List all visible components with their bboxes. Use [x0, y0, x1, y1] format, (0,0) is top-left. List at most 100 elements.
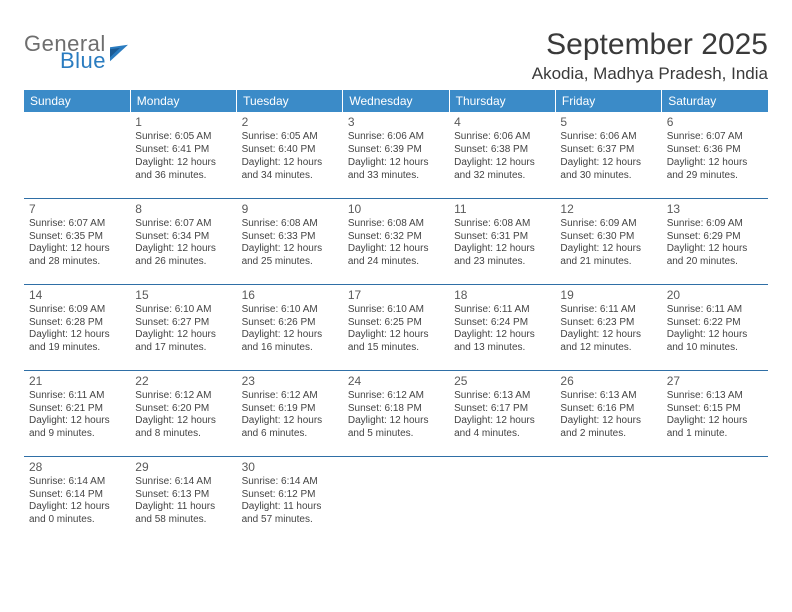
calendar-week-row: 7Sunrise: 6:07 AMSunset: 6:35 PMDaylight…	[24, 198, 768, 284]
day-number: 29	[135, 460, 231, 475]
sunrise-line: Sunrise: 6:13 AM	[560, 390, 656, 403]
day-number: 1	[135, 115, 231, 130]
daylight-line: and 26 minutes.	[135, 256, 231, 269]
sunset-line: Sunset: 6:14 PM	[29, 489, 125, 502]
weekday-header: Tuesday	[237, 90, 343, 112]
sunset-line: Sunset: 6:29 PM	[667, 231, 763, 244]
calendar-day-cell: 18Sunrise: 6:11 AMSunset: 6:24 PMDayligh…	[449, 284, 555, 370]
daylight-line: Daylight: 12 hours	[348, 329, 444, 342]
daylight-line: Daylight: 12 hours	[135, 415, 231, 428]
sunrise-line: Sunrise: 6:08 AM	[454, 218, 550, 231]
sunrise-line: Sunrise: 6:09 AM	[560, 218, 656, 231]
calendar-day-cell: 26Sunrise: 6:13 AMSunset: 6:16 PMDayligh…	[555, 370, 661, 456]
day-number: 24	[348, 374, 444, 389]
sunrise-line: Sunrise: 6:14 AM	[242, 476, 338, 489]
calendar-day-cell: 28Sunrise: 6:14 AMSunset: 6:14 PMDayligh…	[24, 456, 130, 542]
daylight-line: and 57 minutes.	[242, 514, 338, 527]
daylight-line: and 2 minutes.	[560, 428, 656, 441]
daylight-line: Daylight: 12 hours	[454, 329, 550, 342]
sunrise-line: Sunrise: 6:13 AM	[667, 390, 763, 403]
sunset-line: Sunset: 6:20 PM	[135, 403, 231, 416]
daylight-line: Daylight: 12 hours	[29, 415, 125, 428]
sunset-line: Sunset: 6:22 PM	[667, 317, 763, 330]
daylight-line: and 5 minutes.	[348, 428, 444, 441]
daylight-line: Daylight: 12 hours	[135, 243, 231, 256]
sunrise-line: Sunrise: 6:14 AM	[135, 476, 231, 489]
day-number: 16	[242, 288, 338, 303]
sunset-line: Sunset: 6:19 PM	[242, 403, 338, 416]
calendar-day-cell: 15Sunrise: 6:10 AMSunset: 6:27 PMDayligh…	[130, 284, 236, 370]
daylight-line: Daylight: 12 hours	[667, 415, 763, 428]
calendar-day-cell: 2Sunrise: 6:05 AMSunset: 6:40 PMDaylight…	[237, 112, 343, 198]
sunset-line: Sunset: 6:18 PM	[348, 403, 444, 416]
daylight-line: and 10 minutes.	[667, 342, 763, 355]
brand-logo: General Blue	[24, 32, 128, 72]
day-number: 20	[667, 288, 763, 303]
calendar-day-cell: 25Sunrise: 6:13 AMSunset: 6:17 PMDayligh…	[449, 370, 555, 456]
calendar-day-cell: 23Sunrise: 6:12 AMSunset: 6:19 PMDayligh…	[237, 370, 343, 456]
brand-text: General Blue	[24, 32, 106, 72]
sunrise-line: Sunrise: 6:09 AM	[29, 304, 125, 317]
day-number: 26	[560, 374, 656, 389]
sunrise-line: Sunrise: 6:07 AM	[135, 218, 231, 231]
calendar-day-cell: 6Sunrise: 6:07 AMSunset: 6:36 PMDaylight…	[662, 112, 768, 198]
daylight-line: and 33 minutes.	[348, 170, 444, 183]
day-number: 6	[667, 115, 763, 130]
sunset-line: Sunset: 6:39 PM	[348, 144, 444, 157]
month-title: September 2025	[532, 28, 768, 62]
day-number: 22	[135, 374, 231, 389]
calendar-day-cell: 27Sunrise: 6:13 AMSunset: 6:15 PMDayligh…	[662, 370, 768, 456]
daylight-line: and 36 minutes.	[135, 170, 231, 183]
sunset-line: Sunset: 6:31 PM	[454, 231, 550, 244]
sunrise-line: Sunrise: 6:12 AM	[135, 390, 231, 403]
sunrise-line: Sunrise: 6:10 AM	[242, 304, 338, 317]
brand-word-2: Blue	[60, 49, 106, 72]
sunset-line: Sunset: 6:13 PM	[135, 489, 231, 502]
daylight-line: Daylight: 12 hours	[560, 329, 656, 342]
sunrise-line: Sunrise: 6:11 AM	[29, 390, 125, 403]
day-number: 4	[454, 115, 550, 130]
sunrise-line: Sunrise: 6:05 AM	[242, 131, 338, 144]
calendar-table: Sunday Monday Tuesday Wednesday Thursday…	[24, 90, 768, 542]
calendar-day-cell	[555, 456, 661, 542]
calendar-day-cell: 8Sunrise: 6:07 AMSunset: 6:34 PMDaylight…	[130, 198, 236, 284]
sunset-line: Sunset: 6:35 PM	[29, 231, 125, 244]
day-number: 21	[29, 374, 125, 389]
calendar-day-cell: 24Sunrise: 6:12 AMSunset: 6:18 PMDayligh…	[343, 370, 449, 456]
day-number: 9	[242, 202, 338, 217]
daylight-line: Daylight: 12 hours	[454, 243, 550, 256]
sunrise-line: Sunrise: 6:06 AM	[560, 131, 656, 144]
calendar-day-cell: 1Sunrise: 6:05 AMSunset: 6:41 PMDaylight…	[130, 112, 236, 198]
daylight-line: Daylight: 12 hours	[348, 243, 444, 256]
calendar-day-cell: 20Sunrise: 6:11 AMSunset: 6:22 PMDayligh…	[662, 284, 768, 370]
header: General Blue September 2025 Akodia, Madh…	[24, 28, 768, 84]
sunrise-line: Sunrise: 6:11 AM	[560, 304, 656, 317]
daylight-line: and 15 minutes.	[348, 342, 444, 355]
calendar-day-cell: 13Sunrise: 6:09 AMSunset: 6:29 PMDayligh…	[662, 198, 768, 284]
sunset-line: Sunset: 6:15 PM	[667, 403, 763, 416]
weekday-header: Monday	[130, 90, 236, 112]
daylight-line: Daylight: 12 hours	[29, 329, 125, 342]
calendar-day-cell: 11Sunrise: 6:08 AMSunset: 6:31 PMDayligh…	[449, 198, 555, 284]
day-number: 17	[348, 288, 444, 303]
sunset-line: Sunset: 6:25 PM	[348, 317, 444, 330]
calendar-day-cell: 12Sunrise: 6:09 AMSunset: 6:30 PMDayligh…	[555, 198, 661, 284]
daylight-line: and 28 minutes.	[29, 256, 125, 269]
day-number: 13	[667, 202, 763, 217]
daylight-line: and 34 minutes.	[242, 170, 338, 183]
calendar-week-row: 14Sunrise: 6:09 AMSunset: 6:28 PMDayligh…	[24, 284, 768, 370]
sunset-line: Sunset: 6:12 PM	[242, 489, 338, 502]
weekday-header: Sunday	[24, 90, 130, 112]
calendar-body: 1Sunrise: 6:05 AMSunset: 6:41 PMDaylight…	[24, 112, 768, 542]
sunrise-line: Sunrise: 6:09 AM	[667, 218, 763, 231]
sunset-line: Sunset: 6:36 PM	[667, 144, 763, 157]
daylight-line: and 32 minutes.	[454, 170, 550, 183]
daylight-line: and 8 minutes.	[135, 428, 231, 441]
sunrise-line: Sunrise: 6:08 AM	[242, 218, 338, 231]
sunset-line: Sunset: 6:23 PM	[560, 317, 656, 330]
daylight-line: and 17 minutes.	[135, 342, 231, 355]
daylight-line: and 12 minutes.	[560, 342, 656, 355]
daylight-line: and 4 minutes.	[454, 428, 550, 441]
daylight-line: Daylight: 12 hours	[667, 157, 763, 170]
day-number: 8	[135, 202, 231, 217]
